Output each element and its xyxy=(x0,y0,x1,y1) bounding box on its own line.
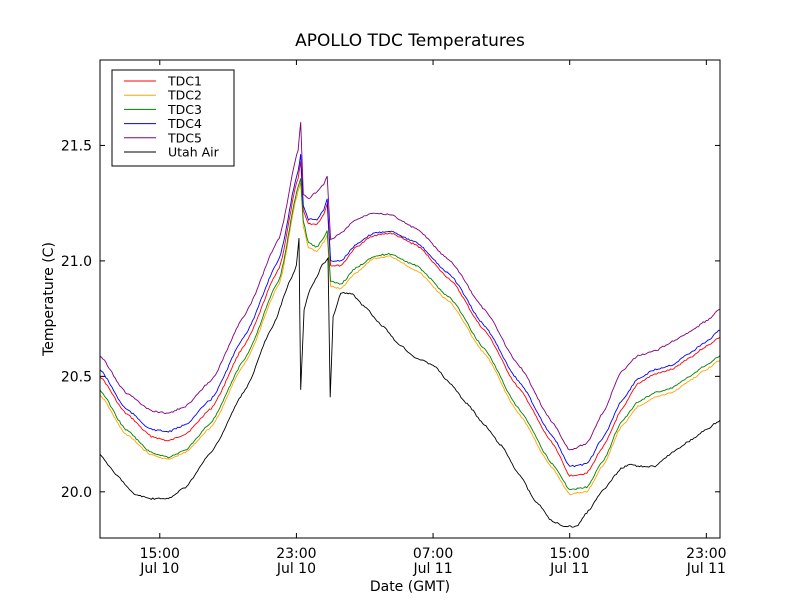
legend-label: TDC2 xyxy=(167,88,202,103)
series-line-utah-air xyxy=(99,238,721,528)
x-tick-label-date: Jul 11 xyxy=(686,561,726,577)
legend-label: TDC5 xyxy=(167,130,202,145)
series-line-tdc2 xyxy=(99,182,721,496)
legend-label: TDC1 xyxy=(167,74,202,89)
series-layer xyxy=(99,122,721,528)
x-tick-label-time: 07:00 xyxy=(413,546,453,562)
x-tick-label-time: 15:00 xyxy=(140,546,180,562)
x-tick-label-date: Jul 11 xyxy=(412,561,452,577)
legend-label: Utah Air xyxy=(168,145,220,160)
y-tick-label: 20.0 xyxy=(61,485,92,501)
series-line-tdc3 xyxy=(99,178,721,491)
x-tick-label-time: 23:00 xyxy=(686,546,726,562)
series-line-tdc1 xyxy=(99,161,721,477)
legend-label: TDC4 xyxy=(167,116,202,131)
plot-frame xyxy=(99,59,721,539)
y-axis-label: Temperature (C) xyxy=(41,242,57,357)
y-axis: 20.0 20.5 21.0 21.5 xyxy=(61,138,720,501)
x-tick-label-date: Jul 10 xyxy=(276,561,316,577)
x-tick-label-date: Jul 10 xyxy=(139,561,179,577)
x-axis-label: Date (GMT) xyxy=(370,579,450,595)
legend-label: TDC3 xyxy=(167,102,202,117)
legend-box xyxy=(111,69,235,167)
x-tick-label-date: Jul 11 xyxy=(549,561,589,577)
series-line-tdc4 xyxy=(99,154,721,468)
y-tick-label: 21.5 xyxy=(61,138,92,154)
x-tick-label-time: 23:00 xyxy=(276,546,316,562)
chart-title: APOLLO TDC Temperatures xyxy=(295,31,525,51)
y-tick-label: 21.0 xyxy=(61,254,92,270)
x-tick-label-time: 15:00 xyxy=(550,546,590,562)
series-line-tdc5 xyxy=(99,122,721,451)
y-tick-label: 20.5 xyxy=(61,369,92,385)
